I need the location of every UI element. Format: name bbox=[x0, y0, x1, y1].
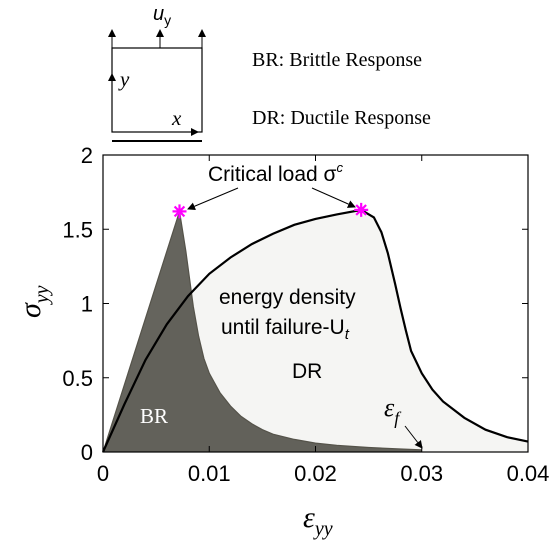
inset-top-label: uy bbox=[153, 3, 171, 28]
critical-load-label: Critical load σc bbox=[208, 160, 344, 186]
ef-label: εf bbox=[384, 393, 402, 428]
plot-fills bbox=[103, 209, 528, 452]
critical-arrow-right bbox=[311, 187, 356, 208]
dr-curve bbox=[101, 208, 529, 453]
legend-br: BR: Brittle Response bbox=[252, 49, 422, 71]
energy-line1: energy density bbox=[219, 286, 356, 309]
y-axis-label: σyy bbox=[14, 285, 53, 318]
y-tick-label: 2 bbox=[81, 143, 93, 168]
critical-point-star bbox=[354, 202, 369, 217]
ef-arrow bbox=[404, 425, 423, 449]
br-region-label: BR bbox=[140, 404, 168, 428]
critical-point-star bbox=[172, 204, 187, 219]
ticks: 0 0.01 0.02 0.03 0.04 0 0.5 1 1.5 2 bbox=[62, 143, 549, 486]
dr-region-label: DR bbox=[292, 360, 322, 383]
x-tick-label: 0.04 bbox=[507, 461, 550, 486]
critical-arrow-left bbox=[187, 187, 239, 210]
critical-points bbox=[172, 202, 369, 219]
x-axis-label: εyy bbox=[303, 501, 333, 540]
y-tick-label: 0.5 bbox=[62, 366, 93, 391]
y-tick-label: 1 bbox=[81, 292, 93, 317]
plot-lines bbox=[101, 208, 529, 453]
inset-schematic: uy y x bbox=[108, 3, 206, 142]
x-tick-label: 0.03 bbox=[400, 461, 443, 486]
y-tick-label: 0 bbox=[81, 440, 93, 465]
x-tick-label: 0.01 bbox=[188, 461, 231, 486]
br-curve bbox=[102, 211, 422, 453]
x-tick-label: 0 bbox=[97, 461, 109, 486]
inset-y-label: y bbox=[118, 67, 130, 91]
y-tick-label: 1.5 bbox=[62, 217, 93, 242]
energy-line2: until failure-Ut bbox=[221, 316, 350, 343]
br-area bbox=[103, 211, 422, 452]
x-tick-label: 0.02 bbox=[294, 461, 337, 486]
inset-x-label: x bbox=[171, 106, 182, 130]
legend-dr: DR: Ductile Response bbox=[252, 107, 431, 129]
